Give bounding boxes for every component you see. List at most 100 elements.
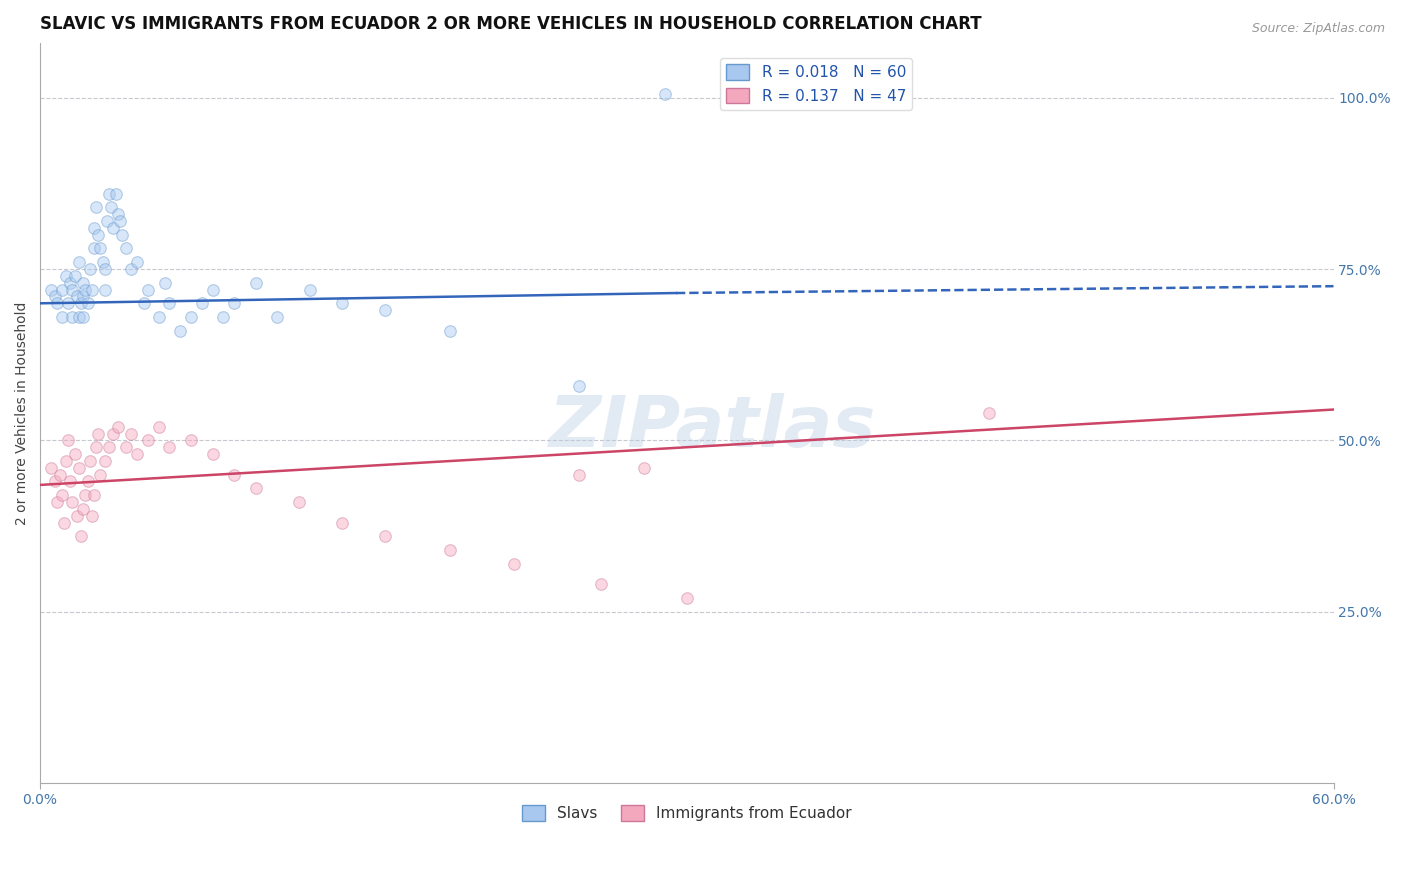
Point bbox=[100, 200, 122, 214]
Point bbox=[79, 262, 101, 277]
Point bbox=[374, 529, 396, 543]
Point bbox=[84, 200, 107, 214]
Point bbox=[62, 495, 84, 509]
Point bbox=[55, 268, 77, 283]
Point bbox=[108, 214, 131, 228]
Point bbox=[70, 529, 93, 543]
Point bbox=[568, 467, 591, 482]
Point bbox=[51, 283, 73, 297]
Point bbox=[70, 296, 93, 310]
Point bbox=[62, 283, 84, 297]
Point bbox=[67, 460, 90, 475]
Point bbox=[107, 419, 129, 434]
Point bbox=[589, 577, 612, 591]
Point bbox=[52, 516, 75, 530]
Point bbox=[374, 303, 396, 318]
Point bbox=[103, 221, 125, 235]
Point bbox=[55, 454, 77, 468]
Point bbox=[83, 221, 105, 235]
Point bbox=[568, 378, 591, 392]
Point bbox=[159, 296, 181, 310]
Point bbox=[104, 186, 127, 201]
Point bbox=[245, 481, 267, 495]
Point bbox=[80, 508, 103, 523]
Point bbox=[127, 447, 149, 461]
Point bbox=[46, 296, 69, 310]
Point bbox=[72, 310, 94, 324]
Point bbox=[91, 255, 114, 269]
Point bbox=[83, 488, 105, 502]
Point bbox=[75, 283, 97, 297]
Point bbox=[89, 242, 111, 256]
Point bbox=[79, 454, 101, 468]
Point bbox=[94, 262, 117, 277]
Point bbox=[148, 419, 170, 434]
Point bbox=[224, 467, 246, 482]
Point bbox=[87, 227, 110, 242]
Point bbox=[633, 460, 655, 475]
Point bbox=[136, 283, 159, 297]
Point bbox=[48, 467, 70, 482]
Point bbox=[80, 283, 103, 297]
Point bbox=[72, 289, 94, 303]
Point bbox=[120, 426, 142, 441]
Point bbox=[675, 591, 697, 605]
Point bbox=[120, 262, 142, 277]
Point bbox=[84, 440, 107, 454]
Point bbox=[330, 516, 353, 530]
Text: Source: ZipAtlas.com: Source: ZipAtlas.com bbox=[1251, 22, 1385, 36]
Point bbox=[330, 296, 353, 310]
Point bbox=[98, 186, 121, 201]
Point bbox=[180, 310, 202, 324]
Point bbox=[94, 454, 117, 468]
Point bbox=[46, 495, 69, 509]
Point bbox=[39, 460, 62, 475]
Point bbox=[76, 296, 98, 310]
Point bbox=[132, 296, 155, 310]
Point bbox=[83, 242, 105, 256]
Point bbox=[94, 283, 117, 297]
Point bbox=[72, 502, 94, 516]
Point bbox=[59, 276, 82, 290]
Point bbox=[298, 283, 321, 297]
Point bbox=[224, 296, 246, 310]
Point bbox=[62, 310, 84, 324]
Point bbox=[288, 495, 311, 509]
Point bbox=[66, 289, 89, 303]
Point bbox=[67, 310, 90, 324]
Text: SLAVIC VS IMMIGRANTS FROM ECUADOR 2 OR MORE VEHICLES IN HOUSEHOLD CORRELATION CH: SLAVIC VS IMMIGRANTS FROM ECUADOR 2 OR M… bbox=[41, 15, 981, 33]
Legend: Slavs, Immigrants from Ecuador: Slavs, Immigrants from Ecuador bbox=[516, 799, 858, 827]
Point bbox=[169, 324, 191, 338]
Point bbox=[89, 467, 111, 482]
Point bbox=[75, 488, 97, 502]
Point bbox=[51, 310, 73, 324]
Point bbox=[44, 475, 66, 489]
Point bbox=[439, 324, 461, 338]
Point bbox=[111, 227, 134, 242]
Point bbox=[201, 447, 224, 461]
Point bbox=[72, 276, 94, 290]
Point bbox=[136, 434, 159, 448]
Point bbox=[87, 426, 110, 441]
Point bbox=[59, 475, 82, 489]
Point bbox=[180, 434, 202, 448]
Point bbox=[56, 434, 79, 448]
Point bbox=[103, 426, 125, 441]
Point bbox=[127, 255, 149, 269]
Point bbox=[191, 296, 214, 310]
Point bbox=[503, 557, 526, 571]
Point bbox=[245, 276, 267, 290]
Point bbox=[153, 276, 176, 290]
Point bbox=[96, 214, 118, 228]
Point bbox=[63, 268, 86, 283]
Point bbox=[977, 406, 1000, 420]
Point bbox=[212, 310, 235, 324]
Point bbox=[159, 440, 181, 454]
Point bbox=[67, 255, 90, 269]
Point bbox=[115, 440, 138, 454]
Y-axis label: 2 or more Vehicles in Household: 2 or more Vehicles in Household bbox=[15, 301, 30, 524]
Point bbox=[266, 310, 288, 324]
Point bbox=[148, 310, 170, 324]
Point bbox=[63, 447, 86, 461]
Point bbox=[56, 296, 79, 310]
